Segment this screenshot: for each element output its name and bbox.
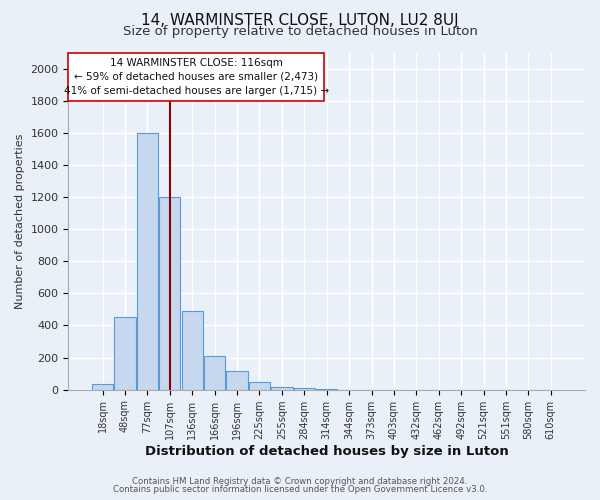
Text: Contains HM Land Registry data © Crown copyright and database right 2024.: Contains HM Land Registry data © Crown c… (132, 477, 468, 486)
Bar (271, 386, 293, 390)
Text: 14, WARMINSTER CLOSE, LUTON, LU2 8UJ: 14, WARMINSTER CLOSE, LUTON, LU2 8UJ (141, 12, 459, 28)
Bar (249, 382, 270, 390)
Bar (204, 356, 225, 390)
Text: Contains public sector information licensed under the Open Government Licence v3: Contains public sector information licen… (113, 485, 487, 494)
Bar (316, 389, 337, 390)
FancyBboxPatch shape (68, 52, 324, 102)
Bar (115, 316, 136, 390)
Bar (182, 311, 203, 390)
Bar (137, 133, 158, 390)
Text: Size of property relative to detached houses in Luton: Size of property relative to detached ho… (122, 25, 478, 38)
X-axis label: Distribution of detached houses by size in Luton: Distribution of detached houses by size … (145, 444, 509, 458)
Bar (293, 388, 315, 390)
Bar (92, 384, 113, 390)
Bar (226, 372, 248, 390)
Y-axis label: Number of detached properties: Number of detached properties (15, 134, 25, 309)
Bar (159, 197, 181, 390)
Text: 14 WARMINSTER CLOSE: 116sqm
← 59% of detached houses are smaller (2,473)
41% of : 14 WARMINSTER CLOSE: 116sqm ← 59% of det… (64, 58, 329, 96)
